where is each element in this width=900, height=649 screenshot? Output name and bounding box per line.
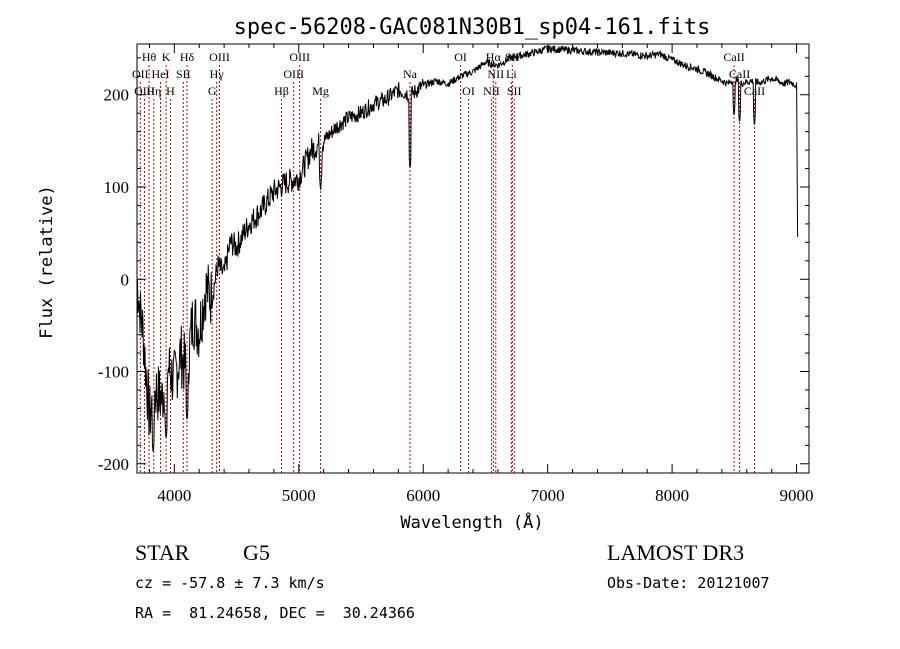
chart-title: spec-56208-GAC081N30B1_sp04-161.fits (234, 15, 711, 40)
redshift-value: cz = -57.8 ± 7.3 km/s (135, 574, 325, 592)
spectrum-series (136, 44, 799, 452)
coordinates: RA = 81.24658, DEC = 30.24366 (135, 604, 415, 622)
y-tick-label: -100 (98, 363, 129, 382)
line-marker-label: Hη (146, 84, 161, 98)
x-axis: 4000 5000 6000 7000 8000 9000 (148, 44, 814, 505)
line-marker-label: H (166, 84, 175, 98)
line-marker-label: Hθ (142, 50, 157, 64)
x-tick-label: 8000 (655, 486, 689, 505)
x-tick-label: 5000 (282, 486, 316, 505)
observation-date: Obs-Date: 20121007 (607, 574, 770, 592)
line-marker-label: Hγ (210, 67, 225, 81)
line-marker-label: Na (403, 67, 418, 81)
spectrum-line (136, 44, 799, 452)
y-axis-label: Flux (relative) (37, 185, 57, 339)
emission-line-labels: HθOIIOIIIHηHeIKSIIHHδGHγOIIIHβOIIIOIIIMg… (132, 50, 765, 98)
line-marker-label: K (162, 50, 171, 64)
x-tick-label: 9000 (780, 486, 814, 505)
line-marker-label: CaII (723, 50, 744, 64)
x-tick-label: 7000 (531, 486, 565, 505)
line-marker-label: SII (507, 84, 522, 98)
line-marker-label: CaII (744, 84, 765, 98)
x-tick-label: 6000 (406, 486, 440, 505)
line-marker-label: G (208, 84, 217, 98)
y-tick-label: 100 (104, 178, 130, 197)
line-marker-label: OIII (209, 50, 230, 64)
y-tick-label: 0 (121, 270, 130, 289)
line-marker-label: HeI (152, 67, 170, 81)
object-subclass: G5 (243, 540, 270, 565)
line-marker-label: OI (462, 84, 475, 98)
y-tick-label: -200 (98, 455, 129, 474)
line-marker-label: OII (132, 67, 149, 81)
line-marker-label: Li (506, 67, 517, 81)
emission-line-markers (139, 65, 755, 473)
plot-frame (136, 43, 810, 474)
object-class: STAR (135, 540, 190, 565)
line-marker-label: CaII (729, 67, 750, 81)
survey-name: LAMOST DR3 (607, 540, 745, 565)
y-tick-label: 200 (104, 86, 130, 105)
line-marker-label: OI (454, 50, 467, 64)
line-marker-label: NII (487, 67, 504, 81)
y-axis: -200 -100 0 100 200 (98, 57, 809, 474)
line-marker-label: Hβ (274, 84, 289, 98)
line-marker-label: NII (483, 84, 500, 98)
line-marker-label: OIII (283, 67, 304, 81)
x-tick-label: 4000 (157, 486, 191, 505)
line-marker-label: OIII (289, 50, 310, 64)
line-marker-label: SII (176, 67, 191, 81)
line-marker-label: Hδ (180, 50, 195, 64)
line-marker-label: Mg (312, 84, 329, 98)
x-axis-label: Wavelength (Å) (400, 511, 543, 533)
